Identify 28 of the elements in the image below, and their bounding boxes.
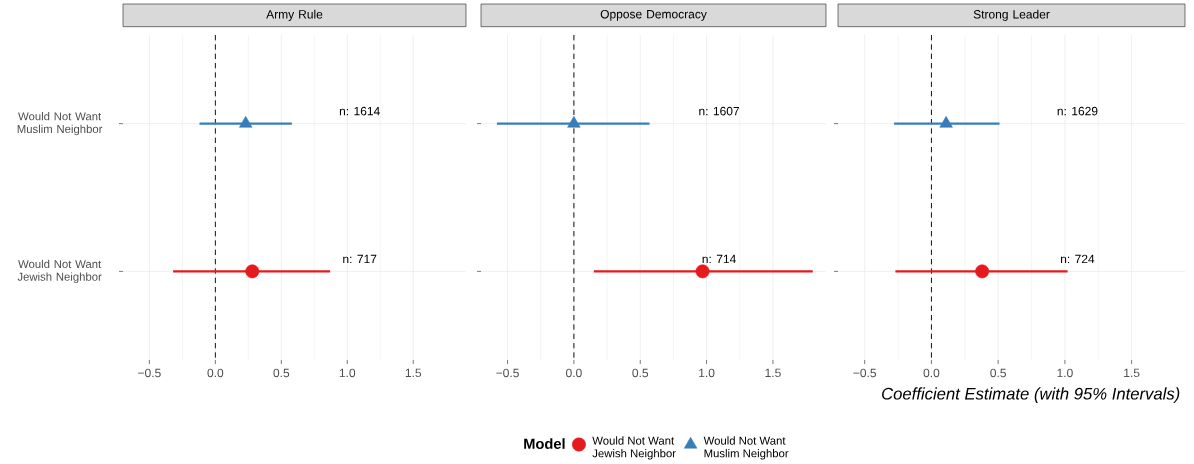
annotation: n: 724 <box>1061 254 1095 264</box>
legend-label: Would Not Want Muslim Neighbor <box>703 436 789 460</box>
x-tick-label: 1.0 <box>339 368 356 378</box>
x-tick-label: 0.0 <box>207 368 224 378</box>
x-tick-label: 1.5 <box>1124 368 1140 378</box>
x-tick-label: 0.0 <box>566 368 582 378</box>
chart-title: Oppose Democracy <box>600 9 707 21</box>
legend-label: Would Not Want Jewish Neighbor <box>592 436 676 460</box>
annotation: n: 714 <box>702 254 736 264</box>
annotation: n: 1629 <box>1057 106 1098 116</box>
x-tick-label: 1.5 <box>405 368 422 378</box>
x-tick-label: 1.0 <box>1057 368 1073 378</box>
x-tick-label: −0.5 <box>853 368 877 378</box>
legend-title: Model <box>524 438 565 449</box>
x-tick-label: −0.5 <box>496 368 519 378</box>
x-tick-label: −0.5 <box>138 368 161 378</box>
x-tick-label: 0.5 <box>273 368 290 378</box>
annotation: n: 1607 <box>699 106 740 116</box>
x-tick-label: 1.5 <box>765 368 781 378</box>
chart-title: Army Rule <box>266 9 323 21</box>
annotation: n: 717 <box>343 254 377 264</box>
x-tick-label: 0.5 <box>632 368 649 378</box>
x-tick-label: 0.5 <box>990 368 1006 378</box>
chart-title: Strong Leader <box>973 9 1050 21</box>
x-tick-label: 1.0 <box>699 368 715 378</box>
annotation: n: 1614 <box>339 106 380 116</box>
x-axis-title: Coefficient Estimate (with 95% Intervals) <box>882 387 1180 403</box>
x-tick-label: 0.0 <box>923 368 940 378</box>
